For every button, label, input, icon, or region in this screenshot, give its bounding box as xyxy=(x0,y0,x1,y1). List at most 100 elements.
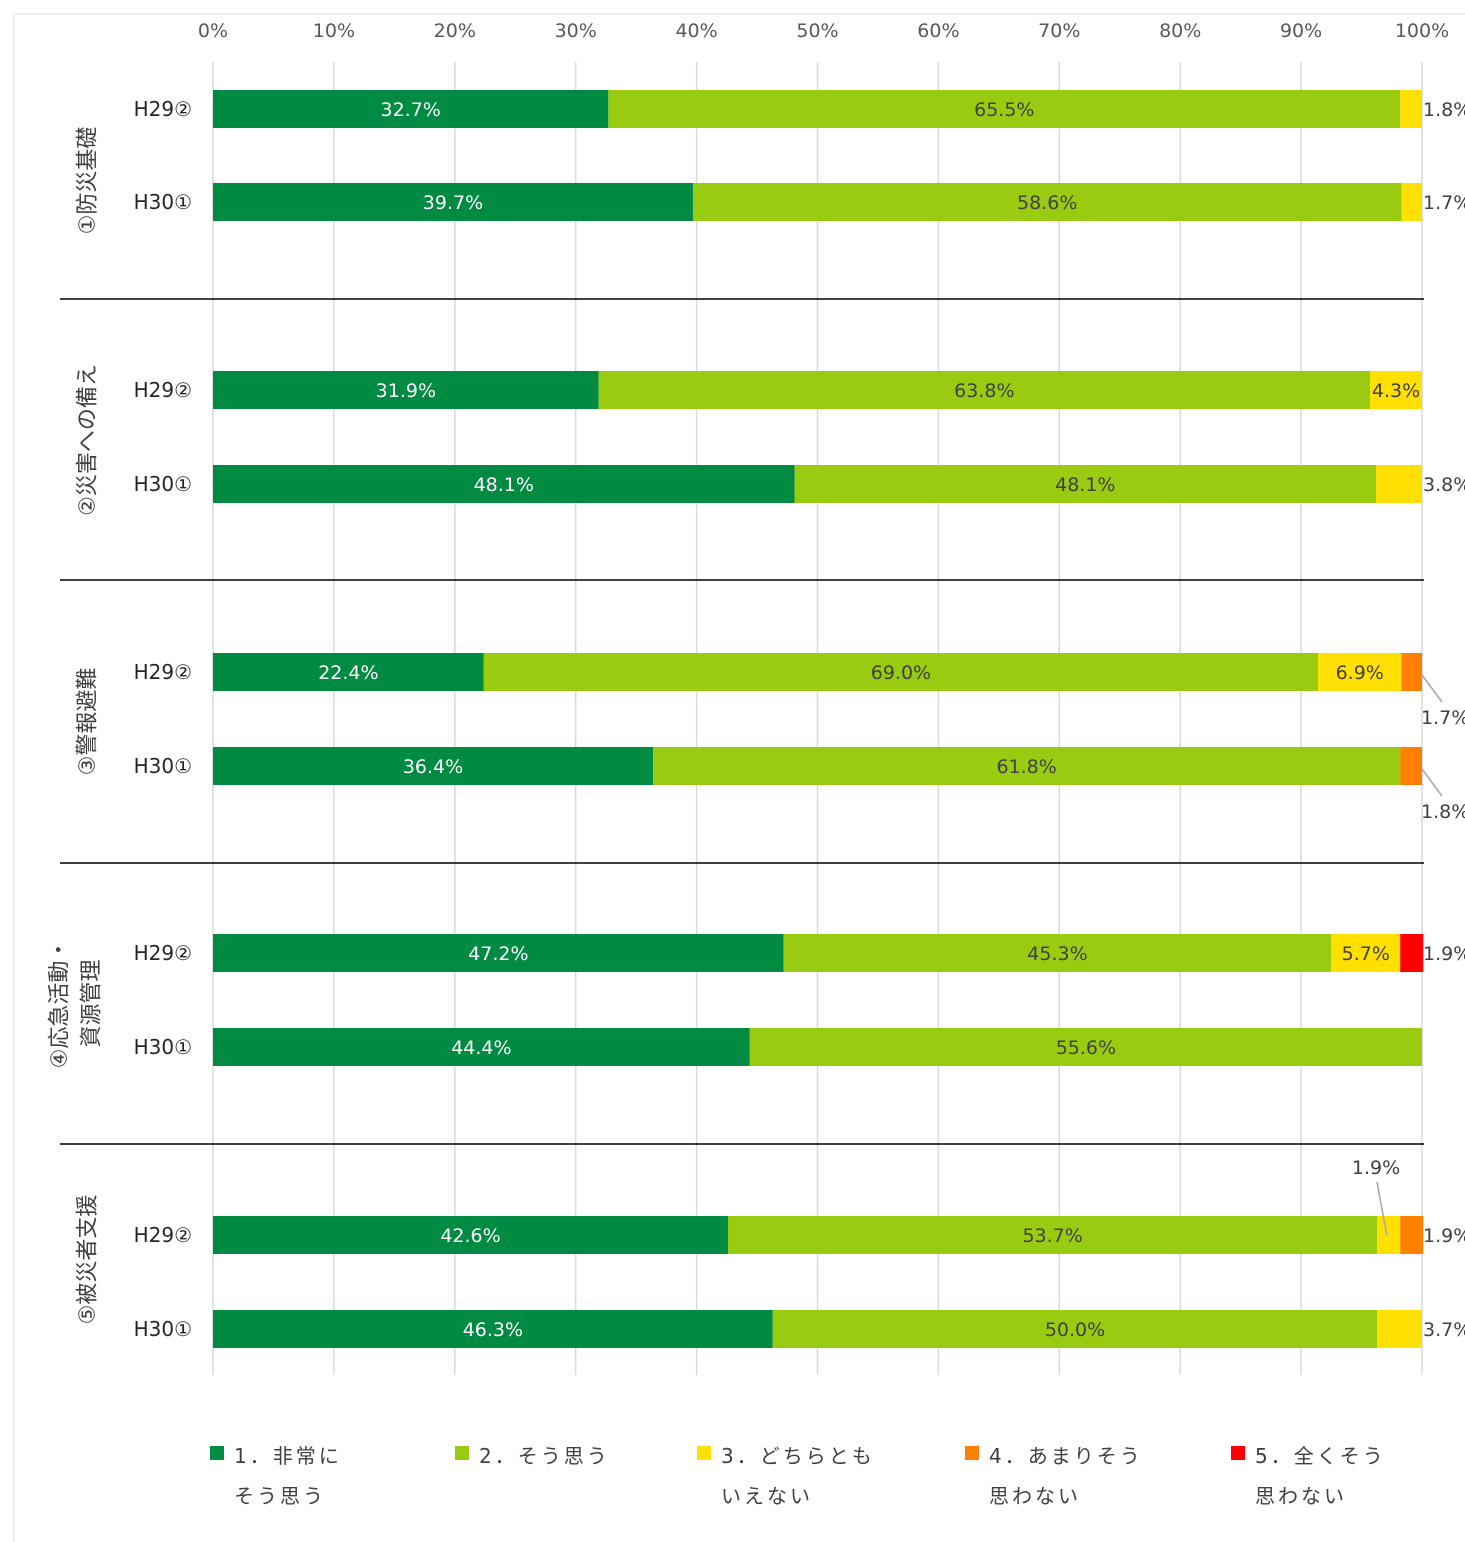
data-label: 69.0% xyxy=(871,662,931,684)
data-label: 31.9% xyxy=(376,380,436,402)
data-label: 6.9% xyxy=(1336,662,1384,684)
bar-segment-2 xyxy=(772,1310,1378,1348)
data-label: 1.7% xyxy=(1423,192,1465,214)
data-label: 4.3% xyxy=(1372,380,1420,402)
legend-label: 5．全くそう 思わない xyxy=(1255,1444,1386,1508)
bar-segment-1 xyxy=(213,371,599,409)
bar-segment-1 xyxy=(213,747,654,785)
legend-item: 1．非常に そう思う xyxy=(210,1436,342,1516)
data-label: 36.4% xyxy=(403,756,463,778)
x-tick-label: 90% xyxy=(1280,20,1322,42)
data-label: 65.5% xyxy=(974,99,1034,121)
row-label: H30① xyxy=(134,190,192,214)
bar-segment-3 xyxy=(1400,90,1422,128)
x-tick-label: 100% xyxy=(1395,20,1449,42)
data-label: 58.6% xyxy=(1017,192,1077,214)
bar-segment-3 xyxy=(1401,183,1422,221)
x-tick-label: 70% xyxy=(1038,20,1080,42)
x-tick-label: 0% xyxy=(198,20,228,42)
bar-segment-2 xyxy=(749,1028,1422,1066)
group-label: ②災害への備え xyxy=(76,364,101,516)
data-label: 22.4% xyxy=(318,662,378,684)
data-label: 44.4% xyxy=(451,1037,511,1059)
x-tick-label: 40% xyxy=(675,20,717,42)
group-label: ④応急活動・ xyxy=(48,939,73,1069)
bar-segment-3 xyxy=(1377,1310,1422,1348)
bar-segment-1 xyxy=(213,653,484,691)
bar-segment-1 xyxy=(213,934,784,972)
bar-segment-1 xyxy=(213,90,609,128)
bar-segment-1 xyxy=(213,1216,729,1254)
bar-segment-3 xyxy=(1377,1216,1401,1254)
data-label: 50.0% xyxy=(1045,1319,1105,1341)
bar-segment-2 xyxy=(692,183,1402,221)
bar-segment-5 xyxy=(1400,934,1424,972)
bar-segment-2 xyxy=(653,747,1401,785)
x-tick-label: 30% xyxy=(555,20,597,42)
legend-label: 4．あまりそう 思わない xyxy=(989,1444,1143,1508)
data-label: 48.1% xyxy=(1055,474,1115,496)
label-leader-line xyxy=(1376,1181,1388,1236)
legend-swatch xyxy=(455,1446,469,1460)
data-label: 47.2% xyxy=(468,943,528,965)
row-label: H30① xyxy=(134,472,192,496)
row-label: H30① xyxy=(134,1317,192,1341)
row-label: H30① xyxy=(134,754,192,778)
x-tick-label: 60% xyxy=(917,20,959,42)
bar-segment-1 xyxy=(213,465,795,503)
data-label: 46.3% xyxy=(463,1319,523,1341)
data-label: 45.3% xyxy=(1027,943,1087,965)
data-label: 5.7% xyxy=(1342,943,1390,965)
data-label: 55.6% xyxy=(1056,1037,1116,1059)
data-label: 42.6% xyxy=(440,1225,500,1247)
data-label: 1.9% xyxy=(1423,1225,1465,1247)
bar-segment-3 xyxy=(1318,653,1402,691)
row-label: H29② xyxy=(134,1223,192,1247)
bar-segment-1 xyxy=(213,1310,773,1348)
legend-swatch xyxy=(1231,1446,1245,1460)
bar-segment-4 xyxy=(1400,747,1422,785)
chart-legend: 1．非常に そう思う 2．そう思う 3．どちらとも いえない 4．あまりそう 思わない… xyxy=(200,1436,1460,1526)
legend-label: 2．そう思う xyxy=(479,1444,610,1468)
bar-segment-1 xyxy=(213,183,693,221)
group-label: ⑤被災者支援 xyxy=(76,1195,101,1325)
bar-segment-2 xyxy=(794,465,1377,503)
legend-item: 4．あまりそう 思わない xyxy=(965,1436,1143,1516)
row-label: H29② xyxy=(134,941,192,965)
row-label: H29② xyxy=(134,660,192,684)
row-label: H30① xyxy=(134,1035,192,1059)
data-label: 61.8% xyxy=(996,756,1056,778)
bar-segment-2 xyxy=(608,90,1401,128)
group-label: 資源管理 xyxy=(80,959,105,1047)
data-label: 39.7% xyxy=(423,192,483,214)
x-tick-label: 80% xyxy=(1159,20,1201,42)
label-leader-line xyxy=(1421,674,1443,703)
bar-segment-3 xyxy=(1376,465,1422,503)
row-label: H29② xyxy=(134,378,192,402)
group-label: ③警報避難 xyxy=(76,668,101,776)
bar-segment-2 xyxy=(783,934,1332,972)
bar-segment-2 xyxy=(483,653,1319,691)
data-label: 3.7% xyxy=(1423,1319,1465,1341)
bar-segment-3 xyxy=(1331,934,1401,972)
legend-swatch xyxy=(697,1446,711,1460)
bar-segment-1 xyxy=(213,1028,750,1066)
data-label: 1.9% xyxy=(1352,1157,1400,1179)
bar-segment-2 xyxy=(728,1216,1378,1254)
x-tick-label: 10% xyxy=(313,20,355,42)
bar-segment-3 xyxy=(1370,371,1422,409)
legend-item: 2．そう思う xyxy=(455,1436,610,1476)
legend-swatch xyxy=(210,1446,224,1460)
label-leader-line xyxy=(1421,768,1443,797)
data-label: 53.7% xyxy=(1022,1225,1082,1247)
data-label: 3.8% xyxy=(1423,474,1465,496)
bar-segment-4 xyxy=(1401,653,1422,691)
legend-swatch xyxy=(965,1446,979,1460)
data-label: 1.9% xyxy=(1423,943,1465,965)
data-label: 1.8% xyxy=(1421,801,1465,823)
bar-segment-2 xyxy=(598,371,1371,409)
bar-segment-4 xyxy=(1400,1216,1424,1254)
legend-label: 3．どちらとも いえない xyxy=(721,1444,875,1508)
data-label: 32.7% xyxy=(380,99,440,121)
